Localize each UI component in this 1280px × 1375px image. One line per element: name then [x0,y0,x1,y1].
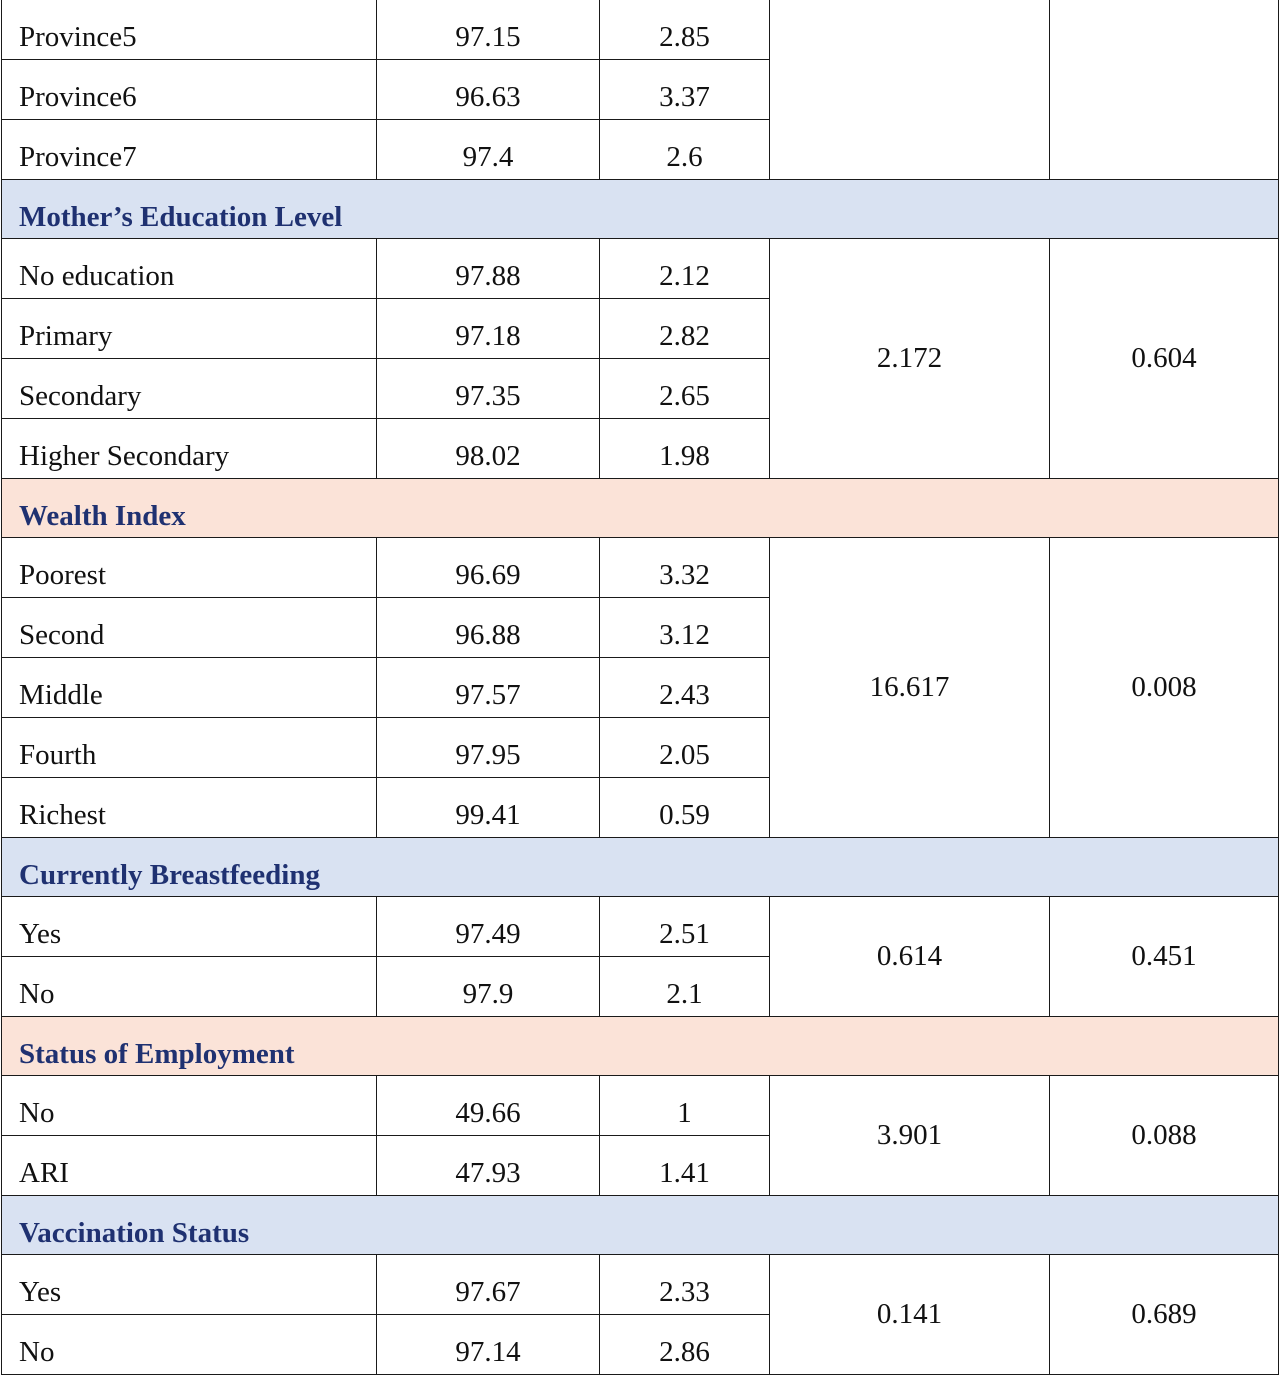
section-header-row: Mother’s Education Level [1,179,1279,239]
value-cell-1: 96.88 [376,597,600,658]
value-cell-2: 2.1 [599,956,770,1017]
row-label: Yes [1,1254,377,1315]
table-row: Second 96.88 3.12 [1,597,1279,658]
section-header-row: Status of Employment [1,1016,1279,1076]
table-row: Province5 97.15 2.85 [1,0,1279,180]
table-row: Higher Secondary 98.02 1.98 [1,418,1279,479]
chi-square-cell: 3.901 [769,1075,1050,1196]
table-row: Middle 97.57 2.43 [1,657,1279,718]
value-cell-1: 97.4 [376,119,600,180]
section-header-row: Vaccination Status [1,1195,1279,1255]
section-header-row: Currently Breastfeeding [1,837,1279,897]
section-title: Currently Breastfeeding [1,837,1279,897]
value-cell-1: 97.49 [376,896,600,957]
row-label: Second [1,597,377,658]
table-row: Province6 96.63 3.37 [1,59,1279,120]
value-cell-1: 47.93 [376,1135,600,1196]
chi-square-cell: 0.141 [769,1254,1050,1375]
value-cell-1: 97.14 [376,1314,600,1375]
section-title: Vaccination Status [1,1195,1279,1255]
row-label: Province7 [1,119,377,180]
p-value-cell: 0.451 [1049,896,1279,1017]
chi-square-cell: 0.614 [769,896,1050,1017]
table-row: No education 97.88 2.12 2.172 0.604 [1,238,1279,479]
row-label: Middle [1,657,377,718]
p-value-cell: 0.088 [1049,1075,1279,1196]
chi-square-cell [769,0,1050,180]
row-label: Richest [1,777,377,838]
p-value-cell [1049,0,1279,180]
row-label: Yes [1,896,377,957]
value-cell-1: 97.88 [376,238,600,299]
value-cell-1: 96.63 [376,59,600,120]
p-value-cell: 0.604 [1049,238,1279,479]
chi-square-cell: 16.617 [769,537,1050,838]
value-cell-2: 2.82 [599,298,770,359]
row-label: No [1,1314,377,1375]
row-label: No education [1,238,377,299]
value-cell-2: 3.12 [599,597,770,658]
p-value-cell: 0.008 [1049,537,1279,838]
value-cell-1: 49.66 [376,1075,600,1136]
section-title: Status of Employment [1,1016,1279,1076]
table-row: Secondary 97.35 2.65 [1,358,1279,419]
value-cell-1: 97.95 [376,717,600,778]
value-cell-2: 2.12 [599,238,770,299]
table-row: Yes 97.49 2.51 0.614 0.451 [1,896,1279,1017]
section-title: Wealth Index [1,478,1279,538]
value-cell-1: 96.69 [376,537,600,598]
section-title: Mother’s Education Level [1,179,1279,239]
row-label: Primary [1,298,377,359]
value-cell-1: 97.35 [376,358,600,419]
row-label: Secondary [1,358,377,419]
table-row: No 49.66 1 3.901 0.088 [1,1075,1279,1196]
table-row: Poorest 96.69 3.32 16.617 0.008 [1,537,1279,838]
row-label: ARI [1,1135,377,1196]
table-row: ARI 47.93 1.41 [1,1135,1279,1196]
row-label: Province5 [1,0,377,60]
value-cell-1: 97.15 [376,0,600,60]
table-row: Fourth 97.95 2.05 [1,717,1279,778]
row-label: No [1,956,377,1017]
value-cell-2: 2.43 [599,657,770,718]
value-cell-2: 1 [599,1075,770,1136]
value-cell-2: 2.86 [599,1314,770,1375]
row-label: No [1,1075,377,1136]
value-cell-2: 2.33 [599,1254,770,1315]
value-cell-1: 98.02 [376,418,600,479]
value-cell-2: 2.6 [599,119,770,180]
table-row: Richest 99.41 0.59 [1,777,1279,838]
value-cell-1: 99.41 [376,777,600,838]
value-cell-1: 97.67 [376,1254,600,1315]
value-cell-2: 1.41 [599,1135,770,1196]
value-cell-2: 2.65 [599,358,770,419]
table-row: Yes 97.67 2.33 0.141 0.689 [1,1254,1279,1375]
value-cell-2: 2.51 [599,896,770,957]
value-cell-2: 3.32 [599,537,770,598]
section-header-row: Wealth Index [1,478,1279,538]
value-cell-1: 97.18 [376,298,600,359]
value-cell-1: 97.57 [376,657,600,718]
row-label: Poorest [1,537,377,598]
value-cell-2: 2.05 [599,717,770,778]
row-label: Fourth [1,717,377,778]
row-label: Province6 [1,59,377,120]
value-cell-2: 1.98 [599,418,770,479]
row-label: Higher Secondary [1,418,377,479]
chi-square-cell: 2.172 [769,238,1050,479]
value-cell-2: 2.85 [599,0,770,60]
p-value-cell: 0.689 [1049,1254,1279,1375]
value-cell-1: 97.9 [376,956,600,1017]
value-cell-2: 0.59 [599,777,770,838]
value-cell-2: 3.37 [599,59,770,120]
